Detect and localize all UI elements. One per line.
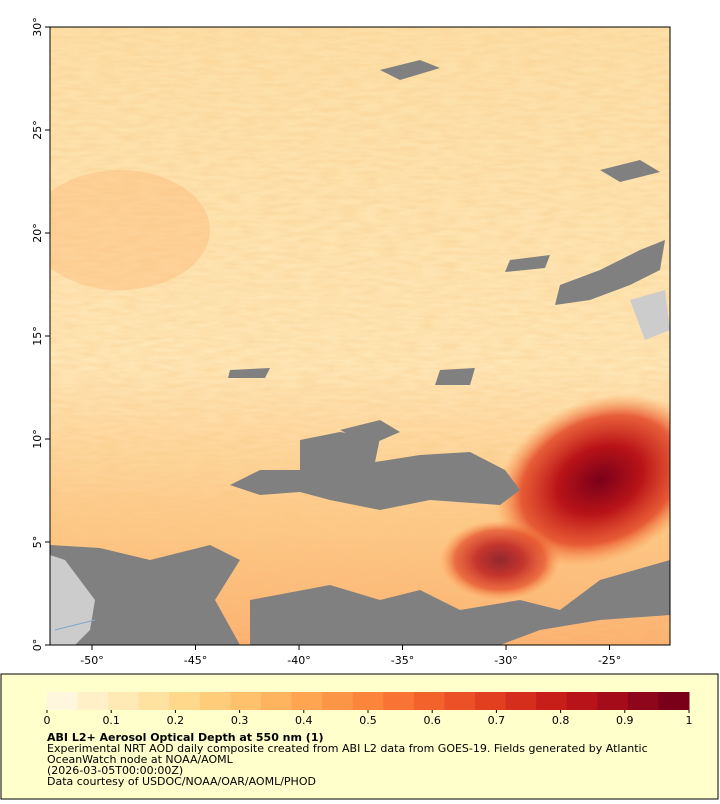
colorbar-segment bbox=[352, 692, 384, 710]
x-tick-label: -25° bbox=[598, 654, 621, 667]
colorbar-segment bbox=[322, 692, 354, 710]
colorbar-segment bbox=[47, 692, 79, 710]
y-tick-label: 0° bbox=[31, 639, 44, 652]
y-tick-label: 10° bbox=[31, 429, 44, 449]
colorbar-segment bbox=[383, 692, 415, 710]
colorbar-segment bbox=[261, 692, 293, 710]
colorbar-segment bbox=[536, 692, 568, 710]
y-tick-label: 20° bbox=[31, 223, 44, 243]
caption-line: OceanWatch node at NOAA/AOML bbox=[47, 753, 234, 766]
colorbar-segment bbox=[169, 692, 201, 710]
colorbar-tick-label: 0.6 bbox=[423, 714, 441, 727]
x-tick-label: -35° bbox=[391, 654, 414, 667]
colorbar-tick-label: 0.4 bbox=[295, 714, 313, 727]
colorbar-segment bbox=[291, 692, 323, 710]
colorbar-segment bbox=[108, 692, 140, 710]
x-tick-label: -50° bbox=[80, 654, 103, 667]
caption-line: Data courtesy of USDOC/NOAA/OAR/AOML/PHO… bbox=[47, 775, 316, 788]
colorbar-tick-label: 0.9 bbox=[616, 714, 634, 727]
colorbar-tick-label: 1 bbox=[686, 714, 693, 727]
colorbar-tick-label: 0.7 bbox=[488, 714, 506, 727]
colorbar-segment bbox=[627, 692, 659, 710]
y-tick-label: 5° bbox=[31, 536, 44, 549]
colorbar-segment bbox=[77, 692, 109, 710]
x-tick-label: -40° bbox=[287, 654, 310, 667]
y-tick-label: 25° bbox=[31, 120, 44, 140]
colorbar-segment bbox=[505, 692, 537, 710]
colorbar-segment bbox=[199, 692, 231, 710]
map-field bbox=[50, 27, 670, 645]
x-tick-label: -45° bbox=[184, 654, 207, 667]
caption-line: (2026-03-05T00:00:00Z) bbox=[47, 764, 183, 777]
y-tick-label: 30° bbox=[31, 17, 44, 37]
colorbar-tick-label: 0.5 bbox=[359, 714, 377, 727]
colorbar-tick-label: 0.2 bbox=[167, 714, 185, 727]
x-tick-label: -30° bbox=[494, 654, 517, 667]
colorbar-segment bbox=[413, 692, 445, 710]
colorbar-segment bbox=[138, 692, 170, 710]
colorbar-segment bbox=[658, 692, 690, 710]
colorbar-tick-label: 0.3 bbox=[231, 714, 249, 727]
caption-line: Experimental NRT AOD daily composite cre… bbox=[47, 742, 648, 755]
colorbar-tick-label: 0.1 bbox=[102, 714, 120, 727]
colorbar-segment bbox=[230, 692, 262, 710]
y-tick-label: 15° bbox=[31, 326, 44, 346]
colorbar-segment bbox=[597, 692, 629, 710]
colorbar-segment bbox=[475, 692, 507, 710]
colorbar-tick-label: 0.8 bbox=[552, 714, 570, 727]
colorbar-tick-label: 0 bbox=[44, 714, 51, 727]
colorbar-segment bbox=[566, 692, 598, 710]
caption-title: ABI L2+ Aerosol Optical Depth at 550 nm … bbox=[47, 731, 324, 744]
colorbar-segment bbox=[444, 692, 476, 710]
